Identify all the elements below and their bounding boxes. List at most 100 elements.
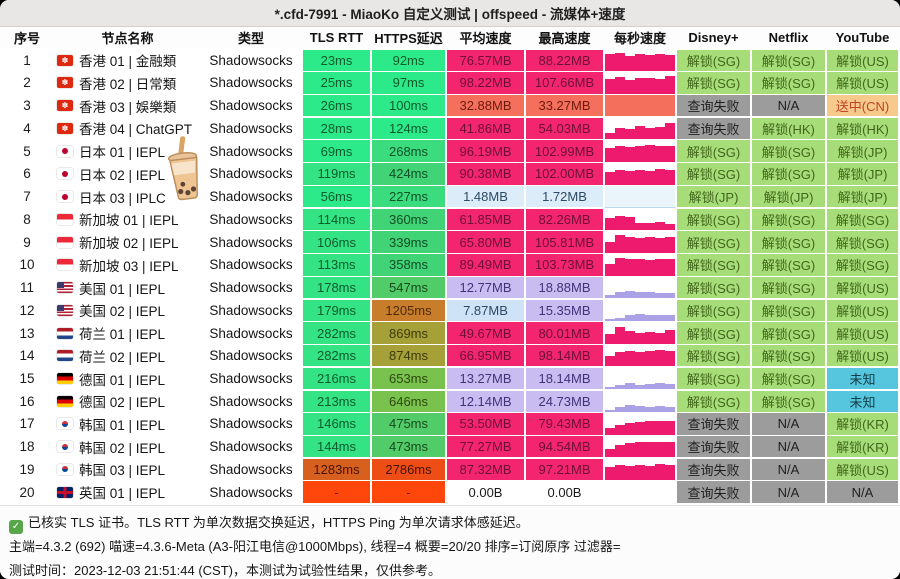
speed-bar [605,409,615,412]
netflix-cell: 解锁(SG) [752,254,825,276]
speed-bar [655,292,665,299]
header-cell: 类型 [237,31,264,46]
speed-bar [635,222,645,231]
country-flag-icon [57,373,73,384]
avg-speed-cell: 65.80MB [447,231,524,253]
node-type: Shadowsocks [209,234,293,250]
node-name: 香港 02 | 日常類 [79,76,177,92]
tls-cell: 28ms [303,117,370,140]
row-index: 17 [19,416,35,432]
speed-bar [625,466,635,481]
speed-bar [665,94,675,117]
speed-bar [655,206,665,208]
node-name: 日本 01 | IEPL [79,145,166,161]
node-name-cell: 韩国 01 | IEPL [56,413,199,434]
speed-chart-cell [605,140,675,162]
country-flag-icon [57,77,73,89]
node-name: 美国 02 | IEPL [79,304,166,320]
avg-speed-cell: 90.38MB [447,163,524,185]
country-flag-icon [57,145,73,157]
speed-bar [625,146,635,162]
disney-cell: 解锁(JP) [677,185,750,208]
row-index: 4 [23,120,31,136]
speed-bar [625,217,635,231]
node-name-cell: 日本 03 | IPLC [56,186,199,207]
row-index: 1 [23,52,31,68]
country-flag-icon [57,304,73,316]
tls-cell: 106ms [303,231,370,253]
speed-chart-cell [605,367,675,390]
speed-bar [645,55,655,71]
https-cell: 547ms [372,276,445,299]
table-row: 12 美国 02 | IEPL Shadowsocks 179ms 1205ms… [0,299,900,322]
max-speed-cell: 80.01MB [526,322,603,344]
speed-bar [615,94,625,117]
youtube-cell: 未知 [827,390,898,412]
youtube-cell: 未知 [827,367,898,390]
speed-bar [605,78,615,94]
speed-bar [655,78,665,94]
table-row: 2 香港 02 | 日常類 Shadowsocks 25ms 97ms 98.2… [0,72,900,94]
speed-bar [645,145,655,162]
speed-bar [615,146,625,162]
speed-bar [625,351,635,367]
speed-chart-cell [605,322,675,344]
max-speed-cell: 105.81MB [526,231,603,253]
speed-bar [605,318,615,322]
country-flag-icon [57,259,73,271]
speed-bar [665,384,675,390]
node-type: Shadowsocks [209,280,293,296]
youtube-cell: 解锁(SG) [827,254,898,276]
speed-bar [665,206,675,208]
table-row: 9 新加坡 02 | IEPL Shadowsocks 106ms 339ms … [0,231,900,253]
disney-cell: 查询失败 [677,481,750,503]
max-speed-cell: 15.35MB [526,299,603,322]
https-cell: 473ms [372,435,445,458]
https-cell: 358ms [372,254,445,276]
speed-bar [665,223,675,231]
speed-bar [625,55,635,71]
speed-bar [605,218,615,231]
speed-bar [665,170,675,185]
speed-chart-cell [605,49,675,71]
row-index: 13 [19,325,35,341]
disney-cell: 查询失败 [677,94,750,117]
speed-bar [625,79,635,94]
speed-bar [625,404,635,412]
speed-bar [605,466,615,481]
https-cell: 97ms [372,72,445,94]
avg-speed-cell: 12.14MB [447,390,524,412]
country-flag-icon [57,100,73,112]
footer-note-tls: ✓ 已核实 TLS 证书。TLS RTT 为单次数据交换延迟，HTTPS Ping… [9,511,891,535]
node-name-cell: 日本 02 | IEPL [56,163,199,184]
disney-cell: 解锁(SG) [677,163,750,185]
youtube-cell: 解锁(US) [827,345,898,367]
https-cell: 268ms [372,140,445,162]
netflix-cell: 解锁(SG) [752,276,825,299]
avg-speed-cell: 12.77MB [447,276,524,299]
node-type: Shadowsocks [209,416,293,432]
netflix-cell: N/A [752,481,825,503]
node-type: Shadowsocks [209,371,293,386]
table-row: 8 新加坡 01 | IEPL Shadowsocks 114ms 360ms … [0,208,900,231]
speed-bar [625,259,635,276]
tls-cell: 69ms [303,140,370,162]
table-row: 13 荷兰 01 | IEPL Shadowsocks 282ms 869ms … [0,322,900,344]
country-flag-icon [57,486,73,498]
node-name: 德国 01 | IEPL [79,372,166,388]
tls-cell: 282ms [303,345,370,367]
speed-bar [665,315,675,322]
speed-bar [615,425,625,435]
https-cell: 124ms [372,117,445,140]
country-flag-icon [57,122,73,134]
speed-bar [645,315,655,322]
node-type: Shadowsocks [209,52,293,68]
row-index: 11 [19,280,34,296]
speed-chart-cell [605,117,675,140]
disney-cell: 解锁(SG) [677,231,750,253]
avg-speed-cell: 98.22MB [447,72,524,94]
tls-cell: 113ms [303,254,370,276]
speed-bar [615,317,625,322]
node-name-cell: 英国 01 | IEPL [56,481,199,502]
